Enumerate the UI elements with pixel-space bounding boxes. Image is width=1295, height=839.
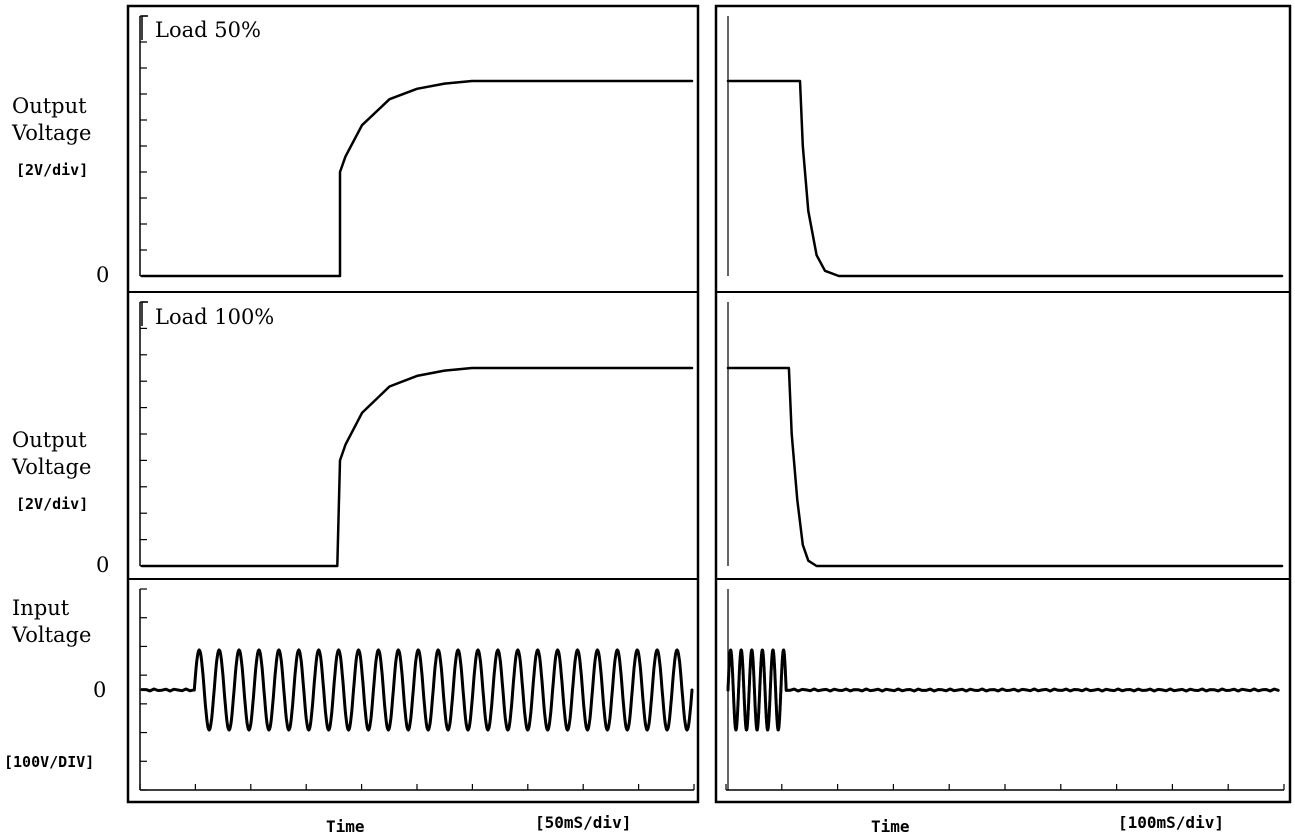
bracket-1 <box>141 301 148 326</box>
ylabel-output-voltage-1-line1: Output <box>12 94 87 118</box>
ylabel-output-voltage-1-line2: Voltage <box>12 121 92 145</box>
ylabel-input-voltage-line1: Input <box>12 596 70 620</box>
panel-label-load100: Load 100% <box>155 305 275 329</box>
ylabel-output-voltage-2-line1: Output <box>12 428 87 452</box>
trace-right-middle <box>726 366 1284 568</box>
yunit-output-voltage-1: [2V/div] <box>16 161 89 179</box>
yunit-input-voltage: [100V/DIV] <box>4 753 95 771</box>
trace-left-bottom <box>140 648 694 732</box>
panel-label-load50: Load 50% <box>155 18 261 42</box>
trace-left-middle <box>140 366 694 568</box>
trace-right-top <box>726 79 1284 278</box>
zero-label-1: 0 <box>96 263 110 287</box>
xaxis-unit-right: [100mS/div] <box>1118 813 1224 832</box>
xaxis-unit-left: [50mS/div] <box>535 813 632 832</box>
ylabel-input-voltage-line2: Voltage <box>12 623 92 647</box>
trace-left-top <box>140 79 694 278</box>
frame-left <box>126 4 700 804</box>
xaxis-label-left: Time <box>326 817 365 836</box>
xaxis-label-right: Time <box>871 817 910 836</box>
trace-right-bottom <box>726 648 1280 732</box>
yunit-output-voltage-2: [2V/div] <box>16 495 89 513</box>
bracket-0 <box>141 15 148 40</box>
zero-label-2: 0 <box>96 553 110 577</box>
zero-label-3: 0 <box>93 678 107 702</box>
ylabel-output-voltage-2-line2: Voltage <box>12 455 92 479</box>
frame-right <box>714 4 1292 804</box>
